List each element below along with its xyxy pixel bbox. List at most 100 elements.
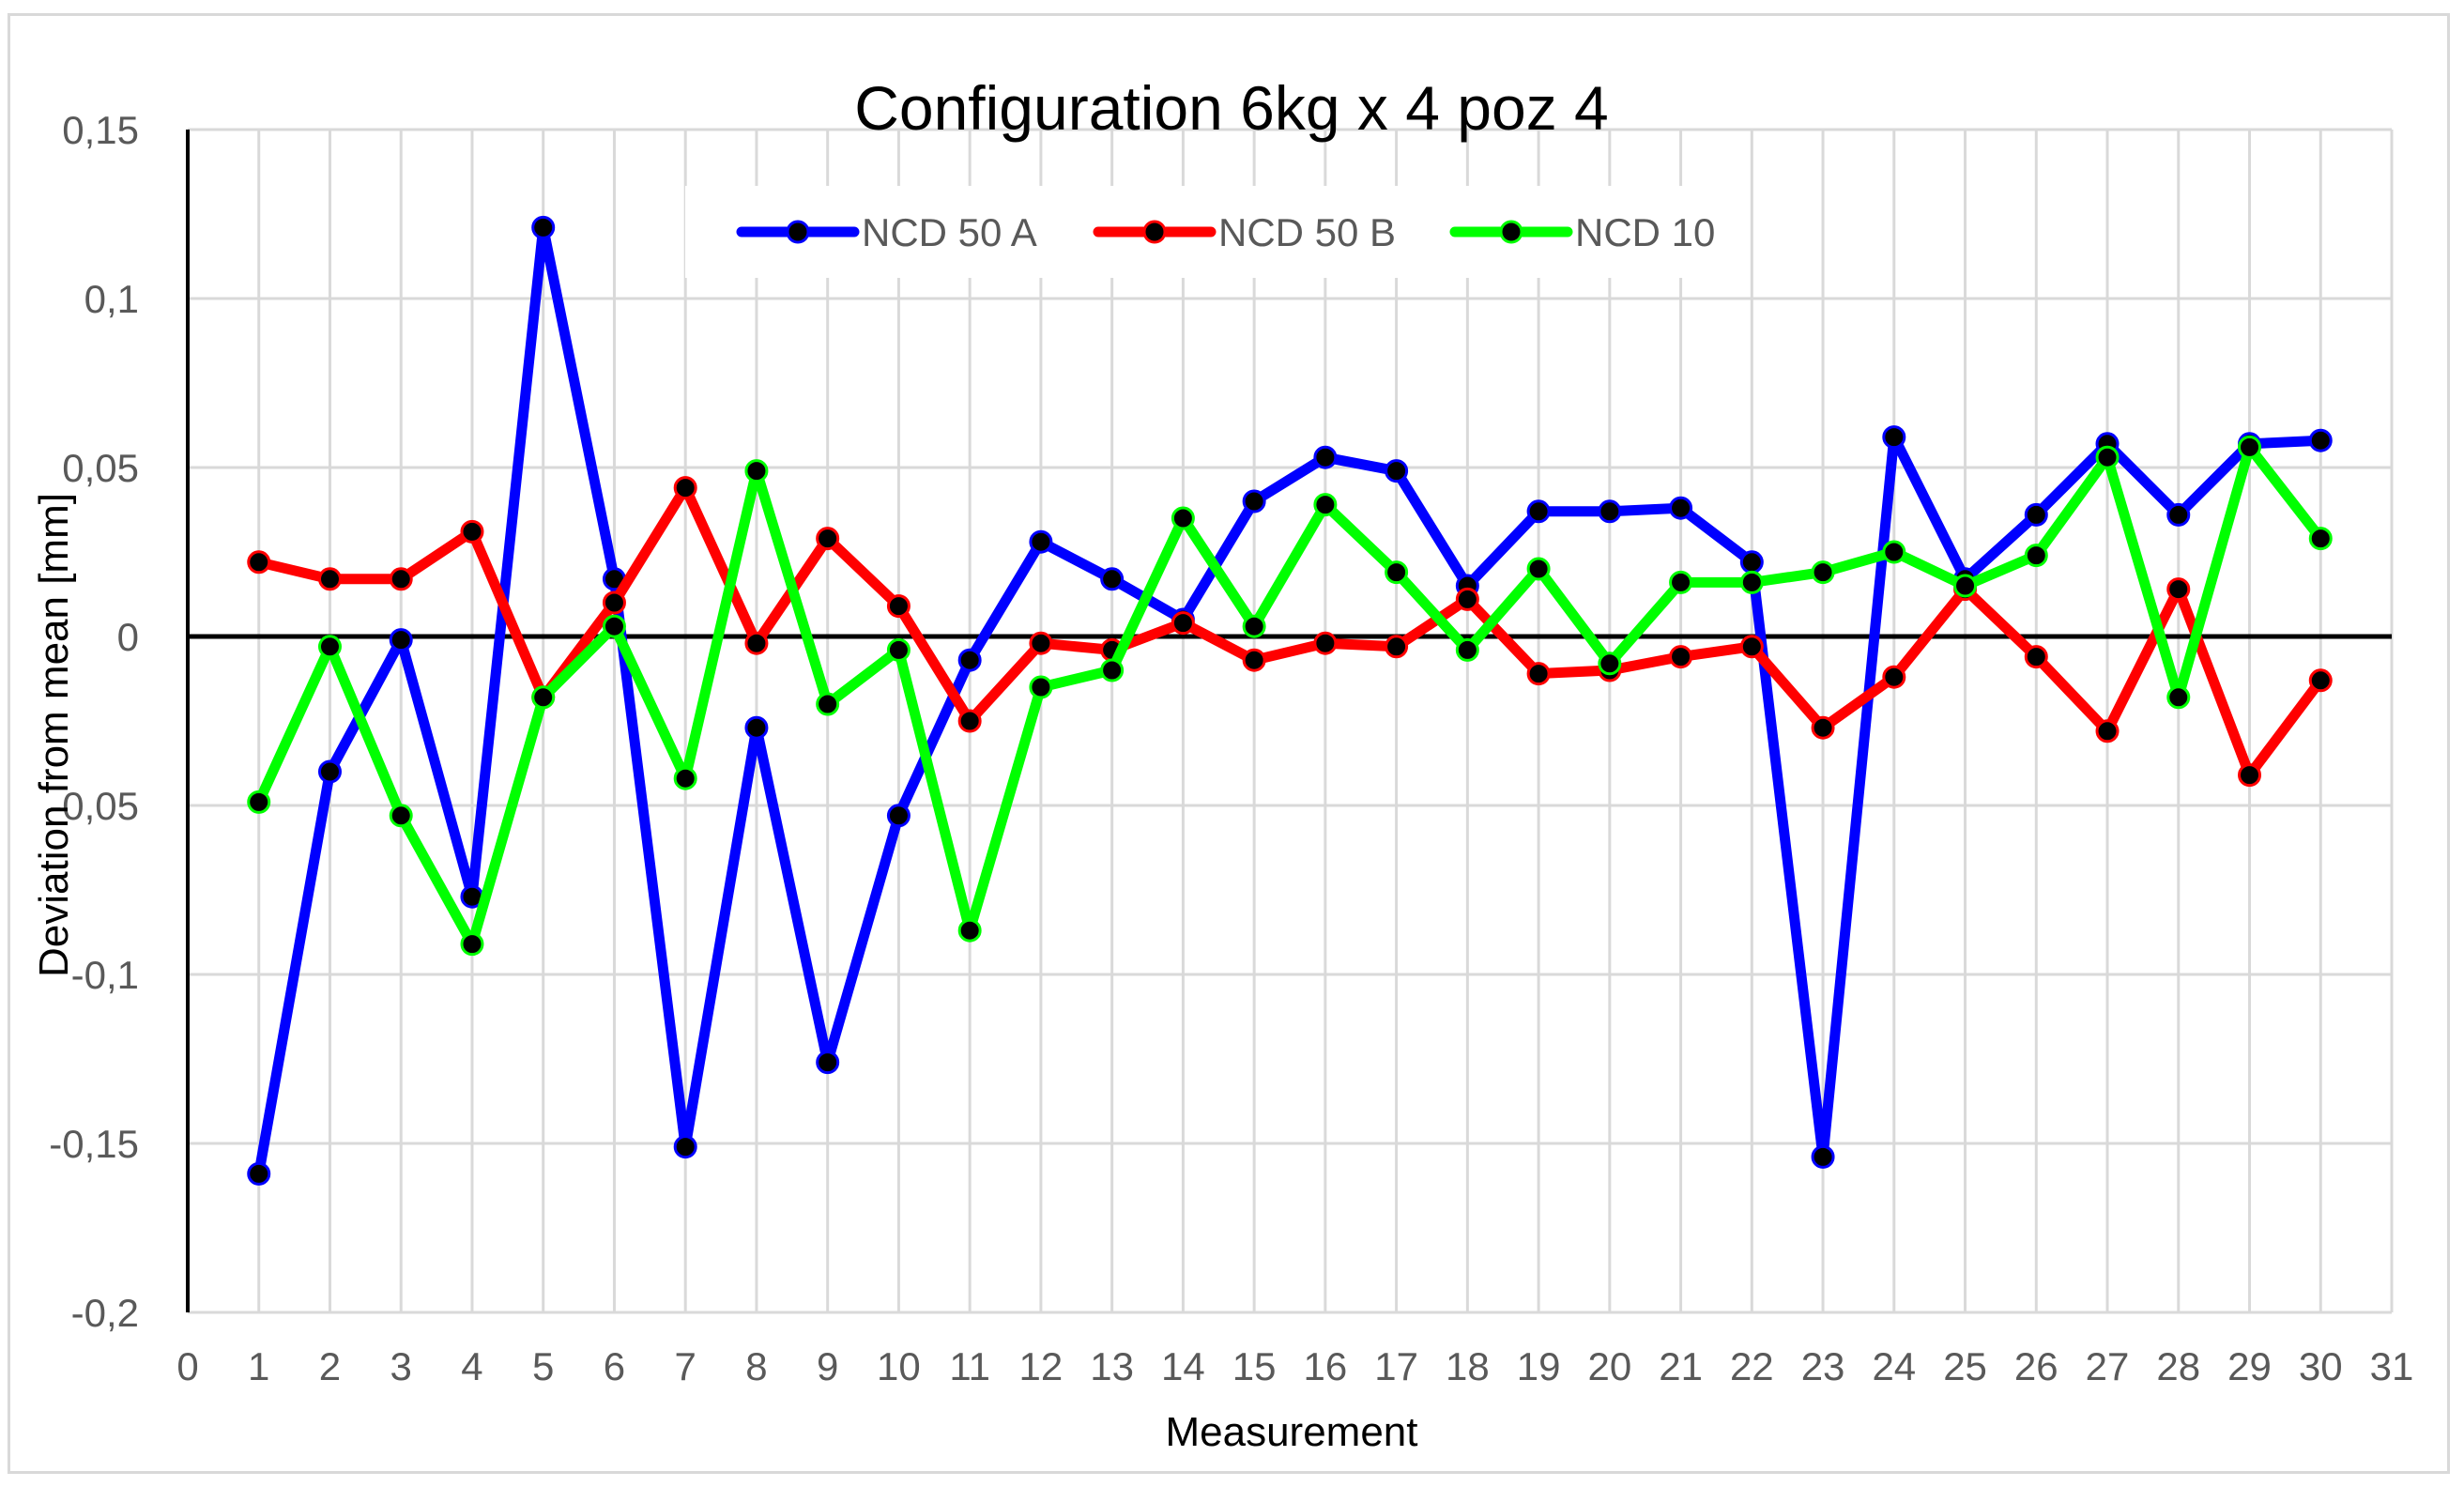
x-tick-label: 25 <box>1943 1344 1987 1388</box>
x-tick-label: 13 <box>1090 1344 1134 1388</box>
legend-item: NCD 10 <box>1449 210 1715 254</box>
axes-layer: 0 1 2 3 4 5 6 7 8 9 10 11 12 13 14 15 16 17 18 19 20 21 22 23 24… <box>49 108 2413 1388</box>
x-tick-label: 17 <box>1374 1344 1418 1388</box>
data-point <box>2238 763 2262 788</box>
data-point <box>886 594 911 619</box>
data-point <box>886 637 911 662</box>
data-point <box>1739 550 1764 575</box>
data-point <box>1526 557 1551 581</box>
data-point <box>1882 425 1906 450</box>
data-point <box>317 567 342 591</box>
y-tick-label: 0,05 <box>62 446 139 490</box>
data-point <box>602 590 626 615</box>
data-point <box>1313 631 1338 655</box>
data-point <box>389 804 413 828</box>
data-point <box>2024 544 2048 568</box>
data-point <box>2166 577 2191 602</box>
series-layer <box>247 215 2333 1186</box>
legend-items: NCD 50 A NCD 50 B NCD 10 <box>736 210 1715 254</box>
x-tick-label: 1 <box>248 1344 269 1388</box>
x-tick-label: 16 <box>1304 1344 1348 1388</box>
data-point <box>1598 652 1622 676</box>
x-tick-label: 21 <box>1659 1344 1703 1388</box>
x-tick-label: 5 <box>532 1344 554 1388</box>
data-point <box>247 550 271 575</box>
data-point <box>1598 499 1622 524</box>
data-point <box>531 685 556 710</box>
data-point <box>389 628 413 652</box>
data-point <box>1811 715 1835 740</box>
legend-swatch-marker <box>1499 220 1523 244</box>
series-line <box>253 222 2326 1179</box>
y-axis-title: Deviation from mean [mm] <box>31 493 77 977</box>
x-tick-label: 23 <box>1801 1344 1845 1388</box>
legend-label: NCD 10 <box>1575 210 1715 254</box>
legend-swatch-marker <box>1142 220 1167 244</box>
data-point <box>744 459 769 483</box>
data-point <box>1029 675 1053 699</box>
data-point <box>317 635 342 659</box>
x-tick-label: 30 <box>2299 1344 2343 1388</box>
x-tick-label: 26 <box>2014 1344 2058 1388</box>
x-tick-label: 7 <box>675 1344 696 1388</box>
data-point <box>1242 614 1266 638</box>
legend-item: NCD 50 A <box>736 210 1037 254</box>
x-tick-label: 31 <box>2370 1344 2414 1388</box>
x-tick-label: 18 <box>1446 1344 1490 1388</box>
data-point <box>2024 645 2048 669</box>
data-point <box>1171 506 1195 530</box>
x-tick-label: 22 <box>1730 1344 1774 1388</box>
data-point <box>673 476 697 500</box>
x-tick-label: 0 <box>176 1344 198 1388</box>
data-point <box>2308 668 2333 693</box>
x-tick-label: 24 <box>1872 1344 1916 1388</box>
x-tick-label: 9 <box>817 1344 838 1388</box>
data-point <box>1242 489 1266 514</box>
x-tick-label: 6 <box>604 1344 625 1388</box>
data-point <box>1739 570 1764 594</box>
data-point <box>1313 493 1338 517</box>
x-tick-label: 20 <box>1587 1344 1631 1388</box>
data-point <box>2308 428 2333 452</box>
x-tick-label: 10 <box>877 1344 921 1388</box>
data-point <box>1029 631 1053 655</box>
data-point <box>2238 435 2262 459</box>
x-tick-label: 28 <box>2156 1344 2200 1388</box>
data-point <box>816 1050 840 1075</box>
data-point <box>602 614 626 638</box>
data-point <box>2095 719 2120 744</box>
x-tick-label: 8 <box>745 1344 767 1388</box>
data-point <box>1882 665 1906 689</box>
data-point <box>1313 445 1338 469</box>
data-point <box>1455 637 1479 662</box>
data-point <box>1385 560 1409 585</box>
data-point <box>1669 645 1693 669</box>
series-line <box>253 483 2326 781</box>
series-ncd-50-b <box>247 476 2333 788</box>
data-point <box>1385 635 1409 659</box>
y-tick-label: -0,05 <box>49 784 139 828</box>
data-point <box>247 1161 271 1186</box>
y-tick-label: 0 <box>117 615 139 659</box>
data-point <box>1171 611 1195 636</box>
x-tick-label: 15 <box>1232 1344 1277 1388</box>
data-point <box>317 759 342 784</box>
data-point <box>957 918 982 943</box>
x-tick-label: 2 <box>319 1344 341 1388</box>
y-tick-label: -0,1 <box>71 953 139 997</box>
x-tick-label: 4 <box>461 1344 482 1388</box>
data-point <box>1526 499 1551 524</box>
data-point <box>2166 685 2191 710</box>
data-point <box>389 567 413 591</box>
data-point <box>957 709 982 733</box>
data-point <box>1242 648 1266 672</box>
data-point <box>1882 540 1906 564</box>
data-point <box>1669 570 1693 594</box>
data-point <box>2095 445 2120 469</box>
data-point <box>744 715 769 740</box>
data-point <box>886 804 911 828</box>
data-point <box>247 789 271 814</box>
data-point <box>1385 459 1409 483</box>
series-ncd-50-a <box>247 215 2333 1186</box>
